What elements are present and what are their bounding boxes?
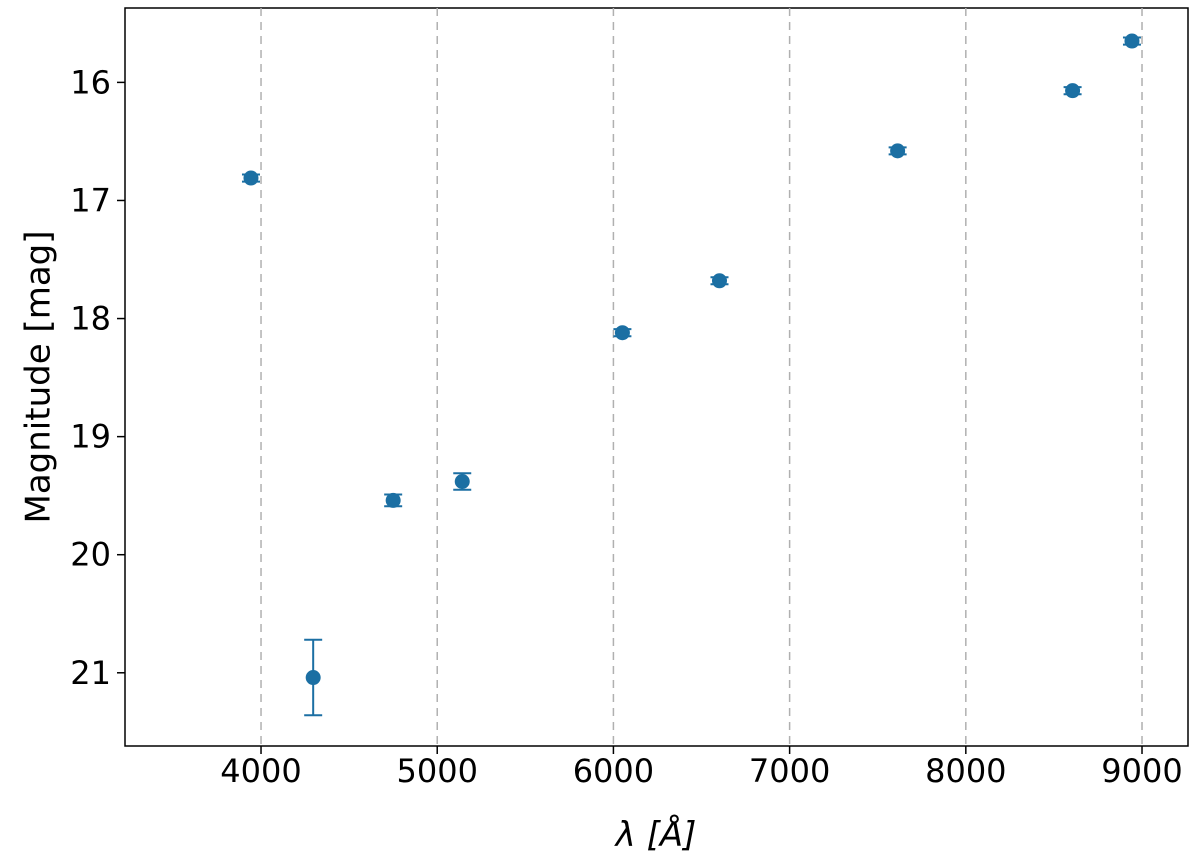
y-tick-label: 19 — [70, 418, 111, 456]
y-tick-label: 16 — [70, 63, 111, 101]
x-tick-label: 7000 — [749, 752, 830, 790]
data-point — [1065, 83, 1081, 99]
data-point — [243, 170, 259, 186]
y-tick-label: 21 — [70, 654, 111, 692]
data-point — [890, 143, 906, 159]
x-tick-label: 9000 — [1101, 752, 1182, 790]
x-tick-label: 5000 — [397, 752, 478, 790]
x-tick-label: 6000 — [573, 752, 654, 790]
data-point — [385, 492, 401, 508]
data-point — [614, 325, 630, 341]
data-point — [305, 670, 321, 686]
y-tick-label: 18 — [70, 300, 111, 338]
x-tick-label: 4000 — [220, 752, 301, 790]
x-axis-label: λ [Å] — [614, 814, 697, 855]
data-point — [1124, 33, 1140, 49]
plot-frame — [124, 7, 1189, 747]
y-axis-label: Magnitude [mag] — [19, 230, 59, 523]
data-point — [711, 273, 727, 289]
y-tick-label: 20 — [70, 536, 111, 574]
data-point — [454, 474, 470, 490]
y-tick-label: 17 — [70, 181, 111, 219]
x-tick-label: 8000 — [925, 752, 1006, 790]
